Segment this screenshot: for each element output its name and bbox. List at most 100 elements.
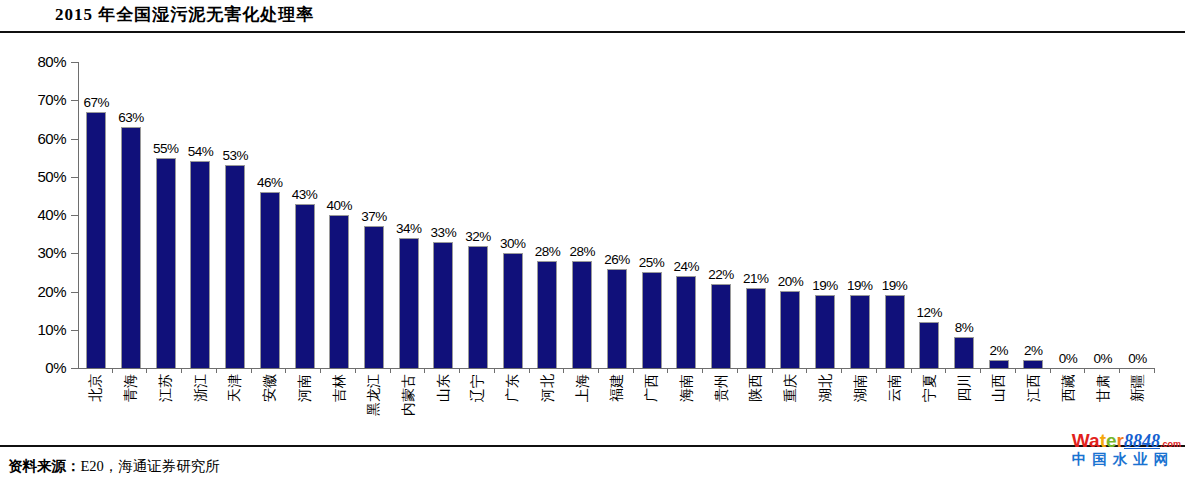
category-label: 海南 (678, 374, 696, 402)
logo-letter: r (1117, 430, 1124, 451)
bar (433, 242, 453, 368)
bar-slot: 43% (287, 62, 322, 368)
category-label: 山东 (435, 374, 453, 402)
bar-slot: 28% (565, 62, 600, 368)
bar-value-label: 25% (639, 255, 665, 270)
category-label: 江苏 (157, 374, 175, 402)
category-cell: 广西 (634, 369, 669, 441)
bar-slot: 20% (773, 62, 808, 368)
bar-value-label: 24% (674, 259, 700, 274)
bar (225, 165, 245, 368)
y-tick-mark (71, 253, 78, 254)
y-tick-mark (71, 177, 78, 178)
y-tick-mark (71, 139, 78, 140)
bar-slot: 2% (981, 62, 1016, 368)
bar-value-label: 22% (708, 267, 734, 282)
bar (885, 295, 905, 368)
category-label: 陕西 (747, 374, 765, 402)
category-cell: 内蒙古 (391, 369, 426, 441)
category-cell: 河南 (286, 369, 321, 441)
bar-slot: 34% (391, 62, 426, 368)
category-cell: 四川 (946, 369, 981, 441)
bar (468, 246, 488, 368)
bar-slot: 24% (669, 62, 704, 368)
bar-value-label: 21% (743, 271, 769, 286)
y-tick-mark (71, 62, 78, 63)
category-cell: 宁夏 (912, 369, 947, 441)
bar (642, 272, 662, 368)
y-tick-label: 0% (6, 359, 66, 377)
category-cell: 山西 (981, 369, 1016, 441)
logo-subtitle: 中国水业网 (1072, 452, 1181, 467)
category-label: 吉林 (331, 374, 349, 402)
category-cell: 江苏 (147, 369, 182, 441)
logo-tld: .com (1160, 439, 1181, 449)
y-tick-mark (71, 215, 78, 216)
category-cell: 湖南 (842, 369, 877, 441)
bar-slot: 12% (912, 62, 947, 368)
y-tick-mark (71, 100, 78, 101)
bar-value-label: 19% (812, 278, 838, 293)
bar (989, 360, 1009, 368)
bar (572, 261, 592, 368)
bar (399, 238, 419, 368)
bar-value-label: 20% (778, 274, 804, 289)
bar-slot: 8% (947, 62, 982, 368)
category-cell: 海南 (668, 369, 703, 441)
bar-slot: 2% (1016, 62, 1051, 368)
category-label: 湖北 (817, 374, 835, 402)
logo-letter: e (1106, 430, 1117, 451)
category-label: 江西 (1025, 374, 1043, 402)
bar (746, 288, 766, 368)
bar-value-label: 67% (84, 95, 110, 110)
bar-value-label: 46% (257, 175, 283, 190)
bar-value-label: 8% (955, 320, 974, 335)
y-tick-label: 20% (6, 283, 66, 301)
category-label: 甘肃 (1095, 374, 1113, 402)
category-label: 北京 (87, 374, 105, 402)
bar-slot: 21% (738, 62, 773, 368)
y-tick-label: 50% (6, 168, 66, 186)
bar-slot: 0% (1051, 62, 1086, 368)
category-label: 山西 (990, 374, 1008, 402)
category-label: 内蒙古 (400, 374, 418, 416)
bars-area: 67%63%55%54%53%46%43%40%37%34%33%32%30%2… (78, 62, 1155, 369)
category-cell: 湖北 (807, 369, 842, 441)
bar-slot: 54% (183, 62, 218, 368)
bar-slot: 19% (877, 62, 912, 368)
bar (364, 226, 384, 368)
bar (537, 261, 557, 368)
category-label: 宁夏 (921, 374, 939, 402)
bar-value-label: 28% (569, 244, 595, 259)
bar-slot: 40% (322, 62, 357, 368)
bar-value-label: 32% (465, 229, 491, 244)
category-cell: 天津 (217, 369, 252, 441)
bar (919, 322, 939, 368)
bar-slot: 25% (634, 62, 669, 368)
category-label: 河北 (539, 374, 557, 402)
bar (1023, 360, 1043, 368)
category-cell: 重庆 (773, 369, 808, 441)
bar (676, 276, 696, 368)
bar-slot: 53% (218, 62, 253, 368)
bar-value-label: 2% (989, 343, 1008, 358)
y-tick-label: 60% (6, 130, 66, 148)
bar-slot: 19% (842, 62, 877, 368)
category-cell: 江西 (1016, 369, 1051, 441)
bar-value-label: 0% (1128, 351, 1147, 366)
logo-wordmark: Water8848.com (1072, 431, 1181, 450)
bar-value-label: 55% (153, 141, 179, 156)
bar (954, 337, 974, 368)
bar-slot: 46% (253, 62, 288, 368)
category-cell: 北京 (78, 369, 113, 441)
y-tick-label: 10% (6, 321, 66, 339)
bar-value-label: 43% (292, 187, 318, 202)
bar-value-label: 33% (431, 225, 457, 240)
bar-slot: 28% (530, 62, 565, 368)
category-cell: 上海 (564, 369, 599, 441)
y-tick-mark (71, 292, 78, 293)
bar (121, 127, 141, 368)
category-cell: 辽宁 (460, 369, 495, 441)
bar-value-label: 37% (361, 209, 387, 224)
bar-value-label: 34% (396, 221, 422, 236)
